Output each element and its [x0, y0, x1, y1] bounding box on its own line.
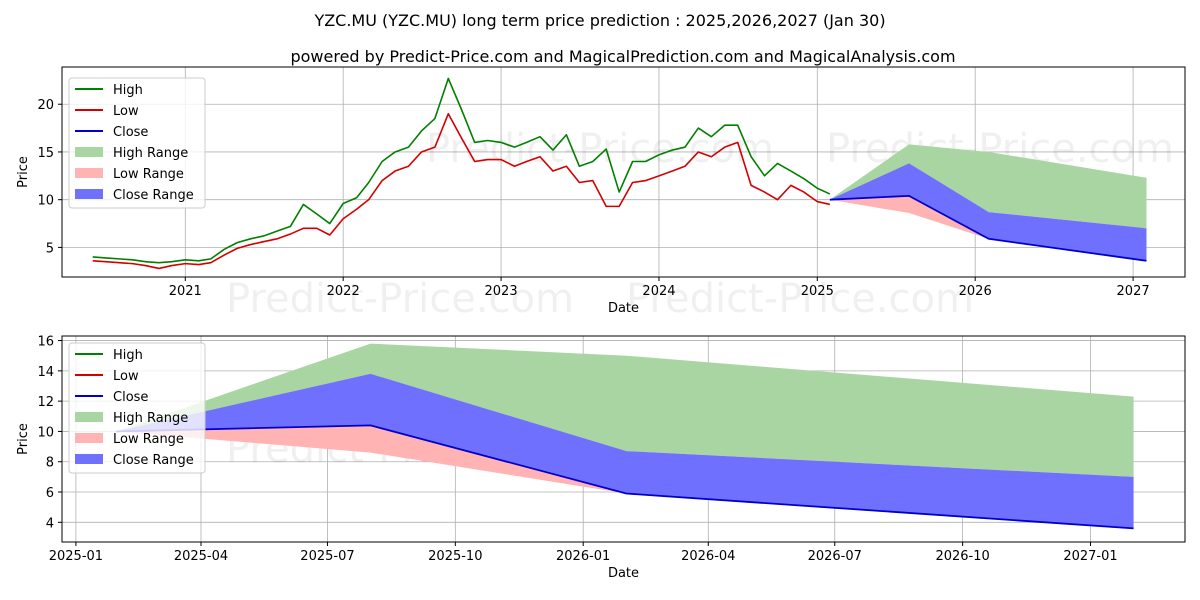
x-tick-label: 2025-01 [49, 549, 103, 564]
legend-close-range-swatch [75, 189, 103, 199]
watermark: Predict-Price.com [626, 276, 974, 322]
x-tick-label: 2026-10 [935, 549, 989, 564]
legend-low-range-swatch [75, 433, 103, 443]
low-series-line [92, 112, 831, 270]
legend: High Low Close High Range Low Range Close Ran… [68, 77, 206, 209]
x-tick-label: 2027 [1117, 284, 1150, 299]
high-series-line [92, 77, 831, 264]
legend-label: High [113, 348, 143, 363]
x-tick-label: 2023 [485, 284, 518, 299]
y-tick-label: 20 [37, 98, 54, 113]
legend-label: Close [113, 390, 148, 405]
axes-frame [61, 335, 1186, 543]
x-axis-label: Date [608, 566, 639, 581]
y-tick-label: 5 [46, 241, 54, 256]
axes-frame [61, 66, 1186, 278]
y-tick-label: 15 [37, 146, 54, 161]
y-tick-label: 4 [46, 516, 54, 531]
x-tick-label: 2022 [327, 284, 360, 299]
x-axis-label: Date [608, 301, 639, 316]
x-tick-label: 2026-07 [808, 549, 862, 564]
watermark: Predict-Price.com [226, 276, 574, 322]
legend-label: Close Range [113, 453, 194, 468]
x-tick-label: 2026-04 [681, 549, 735, 564]
x-tick-label: 2021 [169, 284, 202, 299]
x-tick-label: 2025-04 [174, 549, 228, 564]
legend-high-range-swatch [75, 147, 103, 157]
legend-high-range-swatch [75, 412, 103, 422]
y-tick-label: 10 [37, 194, 54, 209]
y-tick-label: 12 [37, 395, 54, 410]
y-tick-label: 6 [46, 486, 54, 501]
chart-subtitle: powered by Predict-Price.com and Magical… [290, 47, 955, 66]
legend-low-range-swatch [75, 168, 103, 178]
x-tick-label: 2025 [801, 284, 834, 299]
y-axis-label: Price [16, 156, 31, 188]
close-forecast-line [829, 194, 1147, 262]
y-tick-label: 16 [37, 335, 54, 350]
legend-label: Low Range [113, 432, 184, 447]
top-plot: Predict-Price.com Predict-Price.comPredic… [16, 66, 1186, 322]
plot-area [116, 343, 1134, 530]
x-tick-label: 2026 [959, 284, 992, 299]
low-range-band [116, 425, 1134, 529]
legend-close-range-swatch [75, 454, 103, 464]
legend-label: Close [113, 125, 148, 140]
close-range-band [829, 163, 1147, 261]
x-tick-label: 2026-01 [556, 549, 610, 564]
y-axis-label: Price [16, 423, 31, 455]
legend-label: High Range [113, 146, 188, 161]
x-tick-label: 2025-10 [428, 549, 482, 564]
legend-label: High [113, 83, 143, 98]
close-forecast-line [116, 424, 1134, 530]
legend-label: Close Range [113, 188, 194, 203]
low-range-band [829, 195, 1147, 261]
legend-label: Low Range [113, 167, 184, 182]
y-tick-label: 10 [37, 425, 54, 440]
y-tick-label: 14 [37, 365, 54, 380]
x-tick-label: 2024 [642, 284, 675, 299]
legend-label: Low [113, 104, 139, 119]
bottom-plot: Predict-Price.comPredict-Price.com2025-0… [16, 335, 1186, 581]
x-tick-label: 2027-01 [1063, 549, 1117, 564]
y-tick-label: 8 [46, 456, 54, 471]
plot-area [92, 77, 1147, 270]
legend: High Low Close High Range Low Range Close Ran… [68, 342, 206, 474]
chart-title: YZC.MU (YZC.MU) long term price predicti… [313, 11, 885, 30]
legend-label: Low [113, 369, 139, 384]
legend-label: High Range [113, 411, 188, 426]
close-range-band [116, 373, 1134, 529]
x-tick-label: 2025-07 [300, 549, 354, 564]
